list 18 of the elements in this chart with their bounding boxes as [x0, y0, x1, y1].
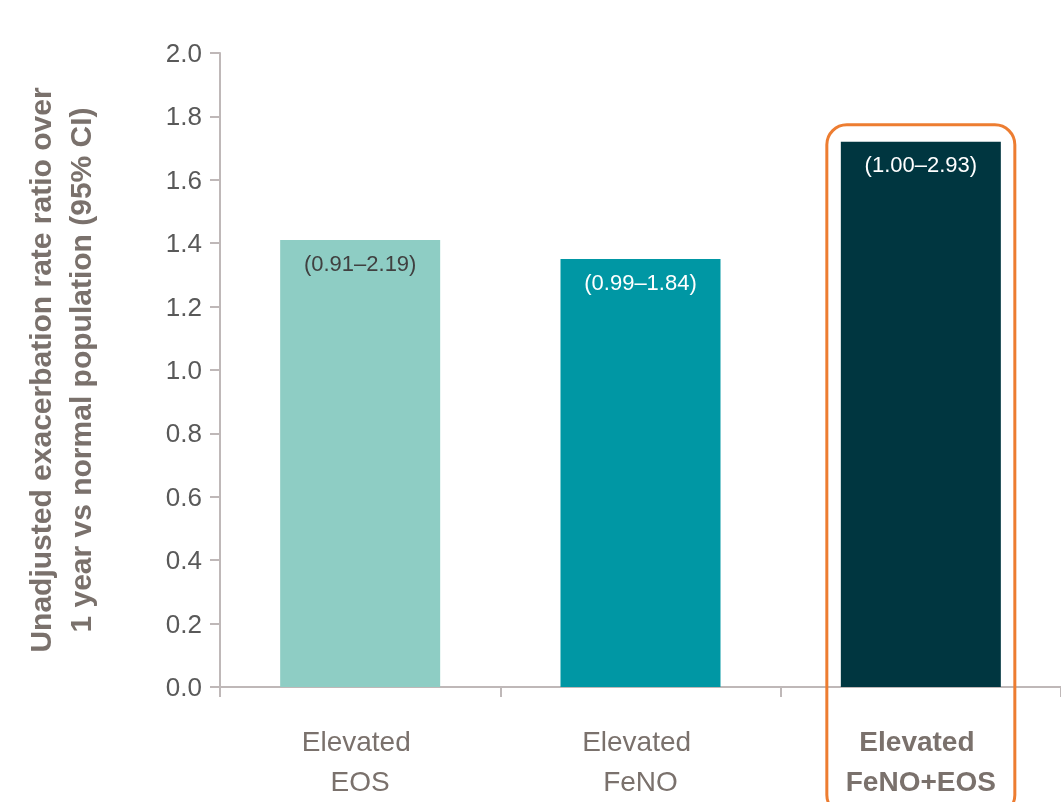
- y-tick-label: 0.6: [165, 481, 202, 512]
- y-tick-label: 1.0: [165, 355, 202, 385]
- data-label: (0.91–2.19): [303, 250, 417, 276]
- y-tick-label: 1.2: [165, 291, 202, 322]
- x-tick-label: Elevated EOS: [301, 725, 419, 797]
- y-tick-label: 1.8: [165, 101, 202, 132]
- y-tick-label: 1.6: [165, 164, 202, 195]
- y-tick-label: 1.4: [165, 228, 202, 259]
- data-label: (0.99–1.84): [584, 269, 697, 295]
- x-tick-label: Elevated FeNO: [582, 725, 699, 797]
- y-tick-label: 2.0: [165, 38, 202, 68]
- data-label: (1.00–2.93): [864, 152, 978, 178]
- y-axis-title: Unadjusted exacerbation rate ratio over 1 year vs normal population (95% CI): [23, 87, 97, 653]
- x-tick-label: Elevated FeNO+EOS: [845, 725, 996, 797]
- y-tick-label: 0.8: [165, 418, 202, 449]
- y-tick-label: 0.2: [165, 608, 202, 639]
- y-tick-label: 0.0: [165, 672, 202, 702]
- y-tick-label: 0.4: [165, 545, 202, 576]
